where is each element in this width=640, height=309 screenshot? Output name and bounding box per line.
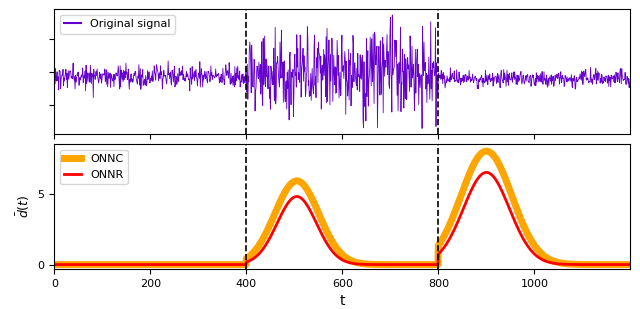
Legend: ONNC, ONNR: ONNC, ONNR (60, 150, 127, 184)
Legend: Original signal: Original signal (60, 15, 175, 34)
X-axis label: t: t (340, 294, 345, 308)
Y-axis label: $\bar{d}(t)$: $\bar{d}(t)$ (15, 195, 32, 218)
